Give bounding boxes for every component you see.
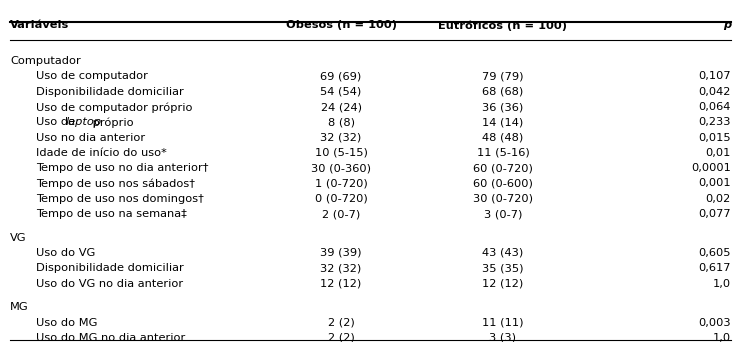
Text: 30 (0-360): 30 (0-360)	[311, 163, 371, 173]
Text: 14 (14): 14 (14)	[482, 117, 523, 127]
Text: 11 (5-16): 11 (5-16)	[476, 148, 529, 158]
Text: 36 (36): 36 (36)	[482, 102, 523, 112]
Text: 12 (12): 12 (12)	[482, 279, 523, 289]
Text: 0,107: 0,107	[698, 71, 731, 81]
Text: 0,605: 0,605	[698, 248, 731, 258]
Text: 0 (0-720): 0 (0-720)	[315, 194, 368, 204]
Text: 48 (48): 48 (48)	[482, 133, 523, 143]
Text: 32 (32): 32 (32)	[320, 263, 362, 273]
Text: 0,042: 0,042	[699, 87, 731, 97]
Text: 2 (2): 2 (2)	[328, 333, 354, 342]
Text: Uso do VG no dia anterior: Uso do VG no dia anterior	[36, 279, 183, 289]
Text: 1,0: 1,0	[713, 279, 731, 289]
Text: Uso do VG: Uso do VG	[36, 248, 95, 258]
Text: 54 (54): 54 (54)	[320, 87, 362, 97]
Text: Idade de início do uso*: Idade de início do uso*	[36, 148, 167, 158]
Text: 43 (43): 43 (43)	[482, 248, 523, 258]
Text: 1 (0-720): 1 (0-720)	[315, 179, 368, 188]
Text: 8 (8): 8 (8)	[328, 117, 355, 127]
Text: 0,077: 0,077	[698, 209, 731, 219]
Text: 0,02: 0,02	[705, 194, 731, 204]
Text: Tempo de uso nos domingos†: Tempo de uso nos domingos†	[36, 194, 204, 204]
Text: VG: VG	[10, 233, 27, 243]
Text: Uso no dia anterior: Uso no dia anterior	[36, 133, 145, 143]
Text: 0,01: 0,01	[705, 148, 731, 158]
Text: Disponibilidade domiciliar: Disponibilidade domiciliar	[36, 263, 184, 273]
Text: 0,003: 0,003	[698, 318, 731, 328]
Text: laptop: laptop	[66, 117, 102, 127]
Text: 68 (68): 68 (68)	[482, 87, 523, 97]
Text: 1,0: 1,0	[713, 333, 731, 342]
Text: 60 (0-600): 60 (0-600)	[473, 179, 533, 188]
Text: 0,233: 0,233	[698, 117, 731, 127]
Text: 24 (24): 24 (24)	[321, 102, 362, 112]
Text: MG: MG	[10, 302, 29, 312]
Text: 0,064: 0,064	[699, 102, 731, 112]
Text: 2 (2): 2 (2)	[328, 318, 354, 328]
Text: p: p	[722, 20, 731, 30]
Text: 3 (3): 3 (3)	[489, 333, 516, 342]
Text: 0,617: 0,617	[698, 263, 731, 273]
Text: Variáveis: Variáveis	[10, 20, 70, 30]
Text: 32 (32): 32 (32)	[320, 133, 362, 143]
Text: 79 (79): 79 (79)	[482, 71, 524, 81]
Text: 12 (12): 12 (12)	[320, 279, 362, 289]
Text: 35 (35): 35 (35)	[482, 263, 524, 273]
Text: Uso de computador próprio: Uso de computador próprio	[36, 102, 193, 113]
Text: Obesos (n = 100): Obesos (n = 100)	[285, 20, 396, 30]
Text: 60 (0-720): 60 (0-720)	[473, 163, 533, 173]
Text: Computador: Computador	[10, 56, 81, 66]
Text: Uso de: Uso de	[36, 117, 79, 127]
Text: Tempo de uso no dia anterior†: Tempo de uso no dia anterior†	[36, 163, 208, 173]
Text: próprio: próprio	[89, 117, 134, 128]
Text: 0,001: 0,001	[698, 179, 731, 188]
Text: 10 (5-15): 10 (5-15)	[315, 148, 368, 158]
Text: 2 (0-7): 2 (0-7)	[322, 209, 360, 219]
Text: 0,0001: 0,0001	[691, 163, 731, 173]
Text: 3 (0-7): 3 (0-7)	[484, 209, 522, 219]
Text: 30 (0-720): 30 (0-720)	[473, 194, 533, 204]
Text: Uso do MG: Uso do MG	[36, 318, 97, 328]
Text: Uso do MG no dia anterior: Uso do MG no dia anterior	[36, 333, 185, 342]
Text: 11 (11): 11 (11)	[482, 318, 524, 328]
Text: 0,015: 0,015	[698, 133, 731, 143]
Text: Tempo de uso na semana‡: Tempo de uso na semana‡	[36, 209, 187, 219]
Text: Disponibilidade domiciliar: Disponibilidade domiciliar	[36, 87, 184, 97]
Text: 39 (39): 39 (39)	[320, 248, 362, 258]
Text: Uso de computador: Uso de computador	[36, 71, 147, 81]
Text: Tempo de uso nos sábados†: Tempo de uso nos sábados†	[36, 179, 195, 189]
Text: Eutróficos (n = 100): Eutróficos (n = 100)	[439, 20, 568, 30]
Text: 69 (69): 69 (69)	[320, 71, 362, 81]
